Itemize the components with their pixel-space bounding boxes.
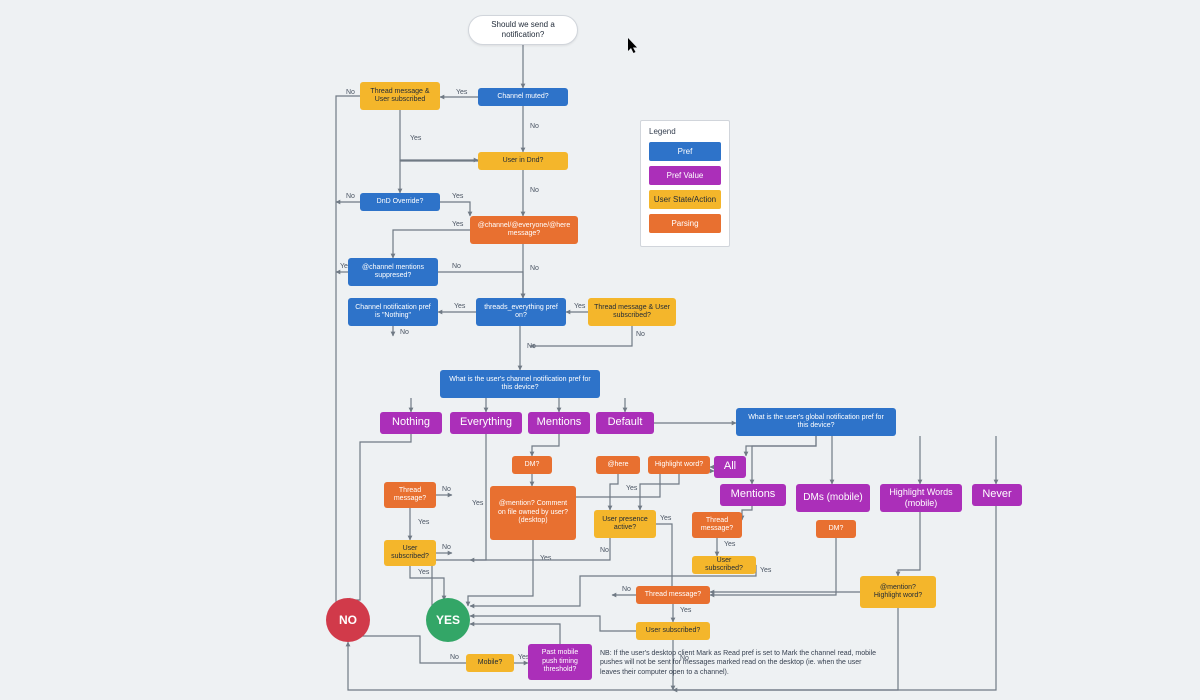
legend-swatch: User State/Action [649,190,721,209]
edge [410,566,444,600]
edge [468,540,533,606]
legend-swatch: Pref Value [649,166,721,185]
edge-label: Yes [540,555,552,562]
node-usub2: User subscribed? [692,556,756,574]
edge-label: Yes [472,500,484,507]
edge [742,506,752,520]
edge-label: Yes [574,303,586,310]
node-glob_pref: What is the user's global notification p… [736,408,896,436]
edge-label: Yes [452,193,464,200]
legend-swatch: Pref [649,142,721,161]
node-dm2: DM? [816,520,856,538]
node-atmention: @mention? Comment on file owned by user?… [490,486,576,540]
node-dnd: User in Dnd? [478,152,568,170]
edge-label: No [527,343,536,350]
edges-layer: Yes No No Yes No Yes No No Yes No Yes Yes Yes No No No Y… [0,0,1200,700]
node-mobile: Mobile? [466,654,514,672]
edge-label: Yes [680,607,692,614]
edge [438,272,523,298]
node-pv_all: All [714,456,746,478]
edge-label: No [622,586,631,593]
edge-label: No [442,486,451,493]
edge-label: Yes [418,569,430,576]
node-athere: @here [596,456,640,474]
edge [898,512,920,576]
edge [470,616,636,631]
node-pv_nothing: Nothing [380,412,442,434]
node-usub1: User subscribed? [384,540,436,566]
node-pv_ment2: Mentions [720,484,786,506]
edge [746,436,816,456]
node-pv_ment: Mentions [528,412,590,434]
edge-label: Yes [760,567,772,574]
edge [610,474,618,510]
edge-label: No [530,187,539,194]
edge-label: No [450,654,459,661]
node-hw2: @mention? Highlight word? [860,576,936,608]
node-tmq: Thread message? [384,482,436,508]
node-chmuted: Channel muted? [478,88,568,106]
edge-label: Yes [452,221,464,228]
edge-label: No [530,265,539,272]
edge-label: No [442,544,451,551]
edge [346,434,411,600]
edge [640,474,679,510]
edge-label: No [600,547,609,554]
node-usub3: User subscribed? [636,622,710,640]
edge [400,161,478,193]
legend: Legend Pref Pref Value User State/Action Pa… [640,120,730,247]
node-pv_default: Default [596,412,654,434]
node-tm_sub2: Thread message & User subscribed? [588,298,676,326]
edge [440,202,470,216]
node-past: Past mobile push timing threshold? [528,644,592,680]
edge [400,110,478,160]
edge [530,326,632,346]
edge-label: No [400,329,409,336]
edge-label: Yes [454,303,466,310]
edge [470,624,560,644]
node-chan_pref: What is the user's channel notification … [440,370,600,398]
node-start: Should we send a notification? [468,15,578,45]
legend-title: Legend [649,127,721,136]
legend-swatch: Parsing [649,214,721,233]
node-no: NO [326,598,370,642]
node-tmq3: Thread message? [636,586,710,604]
cursor-icon [628,38,640,54]
edge-label: No [530,123,539,130]
edge-label: Yes [660,515,672,522]
edge [432,434,486,606]
node-te_on: threads_everything pref on? [476,298,566,326]
edge-label: Yes [724,541,736,548]
edge [576,471,714,497]
node-dndover: DnD Override? [360,193,440,211]
node-atchan: @channel/@everyone/@here message? [470,216,578,244]
edge [393,230,470,258]
node-pv_never: Never [972,484,1022,506]
edge [336,96,360,620]
edge-label: No [346,193,355,200]
node-supp: @channel mentions suppresed? [348,258,438,286]
edge-label: No [346,89,355,96]
edge-label: No [636,331,645,338]
node-pref_noth: Channel notification pref is "Nothing" [348,298,438,326]
node-pv_dms: DMs (mobile) [796,484,870,512]
edge-label: Yes [410,135,422,142]
edge [752,436,816,484]
edge-label: Yes [626,485,638,492]
node-tmq2: Thread message? [692,512,742,538]
edge-label: No [452,263,461,270]
node-dm1: DM? [512,456,552,474]
node-pv_hw: Highlight Words (mobile) [880,484,962,512]
node-upresence: User presence active? [594,510,656,538]
edge [470,538,610,560]
flowchart-canvas: Yes No No Yes No Yes No No Yes No Yes Yes Yes No No No Y… [0,0,1200,700]
edge [532,434,559,456]
node-hw1: Highlight word? [648,456,710,474]
node-yes: YES [426,598,470,642]
edge-label: Yes [418,519,430,526]
edge-label: Yes [456,89,468,96]
node-pv_every: Everything [450,412,522,434]
node-tm_sub1: Thread message & User subscribed [360,82,440,110]
footnote: NB: If the user's desktop client Mark as… [600,649,880,677]
